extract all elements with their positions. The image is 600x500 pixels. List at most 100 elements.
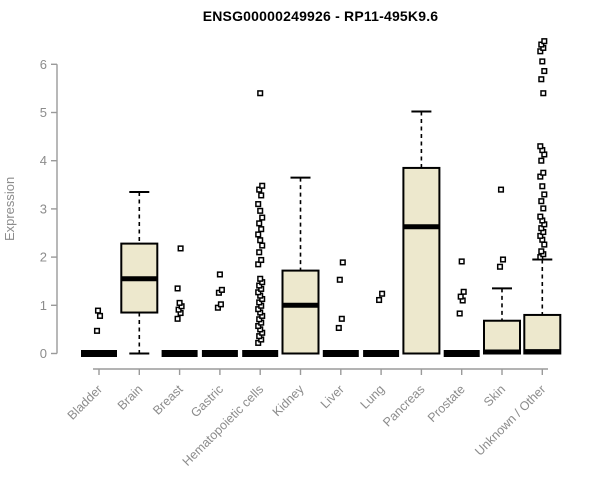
outlier-point bbox=[541, 191, 548, 198]
outlier-point bbox=[540, 90, 547, 97]
outlier-point bbox=[541, 241, 548, 248]
x-tick-label: Prostate bbox=[425, 382, 468, 425]
outlier-point bbox=[258, 256, 265, 264]
box-unknown-other bbox=[523, 38, 562, 355]
outlier-point bbox=[258, 226, 265, 233]
chart-title: ENSG00000249926 - RP11-495K9.6 bbox=[202, 8, 439, 24]
outlier-point bbox=[541, 67, 548, 75]
y-tick-label: 3 bbox=[40, 201, 47, 216]
outlier-point bbox=[218, 286, 225, 293]
x-tick-label: Pancreas bbox=[380, 382, 427, 429]
outlier-point bbox=[217, 301, 224, 308]
outlier-point bbox=[257, 275, 264, 282]
outlier-point bbox=[257, 207, 264, 214]
y-axis-title: Expression bbox=[2, 177, 17, 241]
outlier-point bbox=[537, 143, 544, 150]
collapsed-box bbox=[363, 350, 400, 357]
x-tick-label: Liver bbox=[318, 382, 347, 411]
x-tick-label: Kidney bbox=[270, 382, 307, 419]
outlier-point bbox=[256, 220, 263, 227]
collapsed-box bbox=[443, 350, 480, 357]
box-gastric bbox=[201, 271, 238, 357]
outlier-point bbox=[539, 58, 546, 65]
outlier-point bbox=[176, 299, 183, 306]
outlier-point bbox=[257, 90, 264, 97]
collapsed-box bbox=[81, 350, 117, 357]
iqr-box bbox=[483, 319, 521, 355]
outlier-point bbox=[456, 310, 463, 317]
outlier-point bbox=[255, 201, 262, 208]
outlier-point bbox=[496, 263, 504, 270]
box-kidney bbox=[281, 176, 320, 355]
collapsed-box bbox=[161, 350, 198, 357]
x-tick-label: Bladder bbox=[65, 382, 105, 422]
outlier-point bbox=[259, 214, 266, 221]
x-tick-label: Skin bbox=[481, 382, 508, 409]
x-tick-label: Gastric bbox=[188, 382, 226, 420]
x-tick-label: Hematopoietic cells bbox=[180, 382, 267, 469]
outlier-point bbox=[258, 192, 265, 199]
iqr-box bbox=[523, 313, 562, 355]
x-tick-label: Lung bbox=[358, 382, 388, 412]
y-tick-label: 0 bbox=[40, 346, 47, 361]
box-prostate bbox=[443, 258, 480, 357]
box-breast bbox=[161, 245, 198, 357]
outlier-point bbox=[94, 307, 102, 314]
x-tick-label: Breast bbox=[150, 382, 186, 418]
y-axis: 0 1 2 3 4 5 6 Expression bbox=[2, 57, 58, 361]
outlier-point bbox=[376, 296, 383, 304]
outlier-point bbox=[457, 293, 464, 300]
outlier-point bbox=[339, 259, 346, 266]
box-liver bbox=[322, 259, 359, 357]
outlier-point bbox=[255, 231, 262, 238]
y-tick-label: 2 bbox=[40, 250, 47, 265]
outlier-point bbox=[497, 186, 505, 193]
box-hematopoietic-cells bbox=[242, 90, 279, 357]
outlier-point bbox=[96, 312, 104, 319]
y-tick-label: 4 bbox=[40, 153, 47, 168]
outlier-point bbox=[540, 205, 547, 212]
outlier-point bbox=[93, 327, 101, 334]
box-skin bbox=[483, 186, 521, 355]
outlier-point bbox=[537, 213, 544, 220]
x-tick-label: Unknown / Other bbox=[472, 382, 548, 458]
box-brain bbox=[120, 191, 159, 355]
outlier-point bbox=[538, 198, 545, 205]
outlier-point bbox=[538, 76, 545, 83]
outlier-point bbox=[257, 237, 264, 244]
box-pancreas bbox=[402, 110, 441, 355]
collapsed-box bbox=[322, 350, 359, 357]
collapsed-box bbox=[201, 350, 238, 357]
outlier-point bbox=[539, 183, 546, 190]
outlier-point bbox=[541, 38, 548, 45]
outlier-point bbox=[216, 271, 223, 278]
collapsed-box bbox=[242, 350, 279, 357]
iqr-box bbox=[281, 269, 320, 355]
outlier-point bbox=[174, 315, 181, 322]
y-tick-label: 1 bbox=[40, 298, 47, 313]
box-lung bbox=[363, 290, 400, 357]
iqr-box bbox=[402, 166, 441, 355]
outlier-point bbox=[499, 256, 507, 263]
x-tick-label: Brain bbox=[115, 382, 146, 413]
outlier-point bbox=[335, 324, 342, 332]
y-tick-label: 6 bbox=[40, 57, 47, 72]
outlier-point bbox=[379, 290, 386, 297]
outlier-point bbox=[338, 315, 345, 322]
y-tick-label: 5 bbox=[40, 105, 47, 120]
outlier-point bbox=[177, 245, 184, 252]
outlier-point bbox=[336, 276, 343, 283]
outlier-point bbox=[540, 169, 547, 176]
box-bladder bbox=[81, 307, 117, 357]
outlier-point bbox=[174, 285, 181, 292]
outlier-point bbox=[259, 182, 266, 189]
outlier-point bbox=[538, 157, 545, 164]
outlier-point bbox=[458, 258, 465, 265]
outlier-point bbox=[259, 242, 266, 249]
outlier-point bbox=[256, 249, 263, 256]
outlier-point bbox=[460, 288, 467, 295]
outlier-point bbox=[538, 248, 545, 255]
